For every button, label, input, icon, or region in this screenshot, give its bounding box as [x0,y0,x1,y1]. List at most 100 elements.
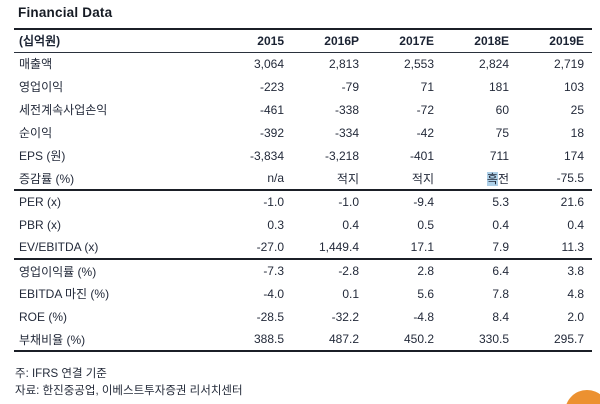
cell-value: 5.6 [417,286,434,301]
cell-value: 2.0 [567,309,584,324]
cell-value: -3,218 [324,148,359,163]
cell-value: 71 [420,79,434,94]
year-header: 2016P [292,29,367,53]
cell-value: 0.1 [342,286,359,301]
cell-value: 174 [563,148,584,163]
cell-value: 7.8 [492,286,509,301]
table-row: 영업이익률 (%) -7.3 -2.8 2.8 6.4 3.8 [14,259,592,282]
cell-value: 60 [495,102,509,117]
cell-value: 2,553 [403,56,434,71]
cell-value: n/a [217,167,292,191]
cell-value: 487.2 [292,328,367,352]
page-title: Financial Data [18,5,113,20]
table-row: PER (x) -1.0 -1.0 -9.4 5.3 21.6 [14,190,592,213]
cell-value: -338 [334,102,359,117]
year-header: 2019E [517,29,592,53]
cell-value: 6.4 [492,264,509,278]
row-label: 세전계속사업손익 [19,103,108,117]
cell-value: 330.5 [442,328,517,352]
cell-value: 3.8 [567,264,584,278]
year-header: 2018E [442,29,517,53]
cell-value: 7.9 [442,236,517,260]
row-label: 증감률 (%) [14,167,217,191]
cell-value: 181 [488,79,509,94]
row-label: ROE (%) [19,309,67,324]
table-row: ROE (%) -28.5 -32.2 -4.8 8.4 2.0 [14,305,592,328]
cell-value: 11.3 [517,236,592,260]
cell-value: -42 [416,125,434,140]
cell-value: 5.3 [492,195,509,209]
cell-value: 1,449.4 [292,236,367,260]
cell-value: 적지 [292,167,367,191]
table-row: PBR (x) 0.3 0.4 0.5 0.4 0.4 [14,213,592,236]
cell-value: 흑전 [442,167,517,191]
table-header: (십억원) 2015 2016P 2017E 2018E 2019E [14,29,592,53]
cell-value: -1.0 [263,195,284,209]
cell-value: 75 [495,125,509,140]
highlighted-text: 흑 [486,171,498,186]
table-row: EV/EBITDA (x) -27.0 1,449.4 17.1 7.9 11.3 [14,236,592,260]
cell-value: 3,064 [253,56,284,71]
cell-value: 0.4 [492,217,509,232]
row-label: EBITDA 마진 (%) [19,287,110,301]
cell-value: -461 [259,102,284,117]
unit-header: (십억원) [14,29,217,53]
row-label: 부채비율 (%) [14,328,217,352]
cell-value: 2,719 [553,56,584,71]
cell-value: 2,813 [328,56,359,71]
cell-value: -75.5 [517,167,592,191]
note-source: 자료: 한진중공업, 이베스트투자증권 리서치센터 [15,385,243,397]
table-row: 세전계속사업손익 -461 -338 -72 60 25 [14,98,592,121]
cell-value: -7.3 [263,264,284,278]
cell-value: -223 [259,79,284,94]
table-row: 순이익 -392 -334 -42 75 18 [14,121,592,144]
cell-value: -27.0 [217,236,292,260]
cell-value: -9.4 [413,195,434,209]
brand-dot-icon [565,390,600,404]
cell-value: -32.2 [331,309,359,324]
cell-value: -79 [341,79,359,94]
row-label: PER (x) [19,195,61,209]
cell-value: -28.5 [256,309,284,324]
row-label: 영업이익률 (%) [19,264,97,279]
cell-value: 0.4 [342,217,359,232]
cell-value: 0.5 [417,217,434,232]
table-row: 매출액 3,064 2,813 2,553 2,824 2,719 [14,52,592,75]
note-basis: 주: IFRS 연결 기준 [15,368,107,380]
cell-value: 4.8 [567,286,584,301]
cell-value: -2.8 [338,264,359,278]
cell-value: 295.7 [517,328,592,352]
table-row: 영업이익 -223 -79 71 181 103 [14,75,592,98]
cell-value: 18 [570,125,584,140]
table-body: 매출액 3,064 2,813 2,553 2,824 2,719 영업이익 -223 -79 7… [14,52,592,352]
cell-value: -392 [259,125,284,140]
year-header: 2015 [217,29,292,53]
cell-value: 388.5 [217,328,292,352]
cell-value: -4.8 [413,309,434,324]
row-label: PBR (x) [19,217,61,232]
cell-value: -3,834 [249,148,284,163]
table-row: 증감률 (%) n/a 적지 적지 흑전 -75.5 [14,167,592,191]
year-header: 2017E [367,29,442,53]
cell-value: 103 [563,79,584,94]
cell-value: 21.6 [560,195,584,209]
row-label: 영업이익 [19,80,64,94]
cell-value: 2,824 [478,56,509,71]
table-row: EBITDA 마진 (%) -4.0 0.1 5.6 7.8 4.8 [14,282,592,305]
cell-text: 전 [497,171,509,186]
cell-value: 0.3 [267,217,284,232]
row-label: EV/EBITDA (x) [14,236,217,260]
cell-value: 450.2 [367,328,442,352]
cell-value: 2.8 [417,264,434,278]
row-label: 매출액 [19,57,53,72]
cell-value: -401 [409,148,434,163]
cell-value: 8.4 [492,309,509,324]
financial-table: (십억원) 2015 2016P 2017E 2018E 2019E 매출액 3,064 2… [14,28,592,352]
cell-value: -72 [416,102,434,117]
row-label: 순이익 [19,126,53,140]
cell-value: -1.0 [338,195,359,209]
table-header-row: (십억원) 2015 2016P 2017E 2018E 2019E [14,29,592,53]
cell-value: 17.1 [367,236,442,260]
table-row: EPS (원) -3,834 -3,218 -401 711 174 [14,144,592,167]
